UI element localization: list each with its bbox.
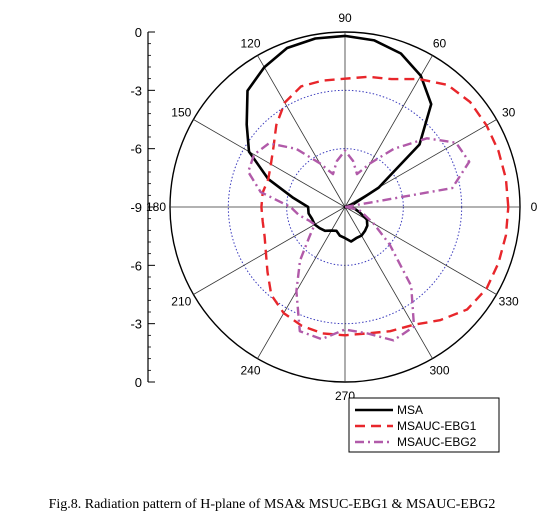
series-msauc-ebg1 xyxy=(260,75,510,337)
grid-spoke xyxy=(344,55,433,208)
legend-entry: MSAUC-EBG2 xyxy=(397,435,477,449)
grid-spoke xyxy=(344,206,497,295)
radial-tick-label: -3 xyxy=(130,317,142,332)
angle-label: 0 xyxy=(531,200,538,214)
angle-label: 30 xyxy=(502,106,516,120)
radial-tick-label: 0 xyxy=(135,25,142,40)
angle-label: 330 xyxy=(499,295,519,309)
grid-spoke xyxy=(257,206,346,359)
radial-tick-label: -6 xyxy=(130,142,142,157)
grid-spoke xyxy=(193,119,346,208)
series-msauc-ebg2 xyxy=(247,137,471,342)
grid-spoke xyxy=(257,55,346,208)
radial-tick-label: -9 xyxy=(130,200,142,215)
polar-grid xyxy=(169,31,521,383)
angle-label: 210 xyxy=(171,295,191,309)
radial-tick-label: -3 xyxy=(130,83,142,98)
radial-tick-label: 0 xyxy=(135,375,142,390)
series-msa xyxy=(245,34,433,243)
angle-label: 150 xyxy=(171,106,191,120)
angle-label: 300 xyxy=(429,364,449,378)
figure-caption: Fig.8. Radiation pattern of H-plane of M… xyxy=(48,497,496,512)
angle-label: 180 xyxy=(146,200,166,214)
legend-entry: MSA xyxy=(397,403,423,417)
series-layer xyxy=(245,34,510,342)
angle-label: 240 xyxy=(240,364,260,378)
radial-tick-label: -6 xyxy=(130,258,142,273)
angle-label: 60 xyxy=(433,36,447,50)
radial-axis: 0 -3 -6 -9 -6 -3 0 xyxy=(130,25,155,390)
angle-label: 90 xyxy=(338,11,352,25)
grid-spoke xyxy=(344,206,433,359)
grid-spoke xyxy=(193,206,346,295)
legend-entry: MSAUC-EBG1 xyxy=(397,419,477,433)
legend: MSA MSAUC-EBG1 MSAUC-EBG2 xyxy=(348,397,500,453)
angle-label: 120 xyxy=(240,36,260,50)
